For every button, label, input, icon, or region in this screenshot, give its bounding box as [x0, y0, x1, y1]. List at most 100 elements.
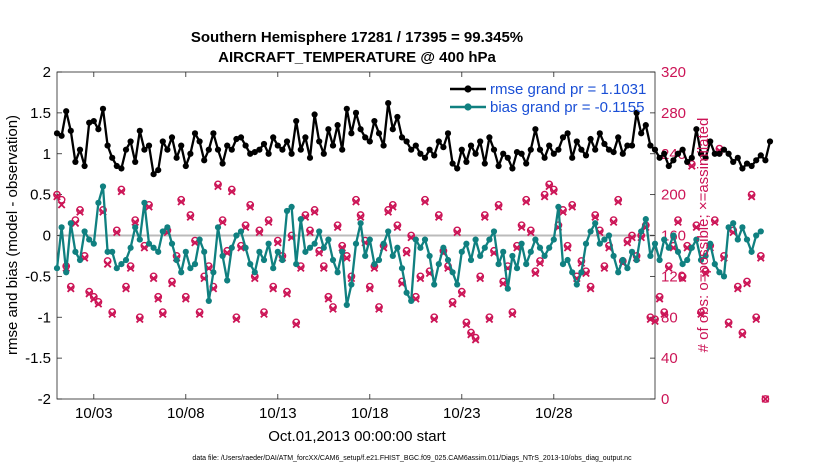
bias-point — [214, 224, 222, 231]
bias-point — [348, 281, 355, 288]
rmse-point — [109, 154, 116, 161]
rmse-point — [182, 162, 189, 170]
bias-point — [716, 269, 723, 276]
obs-assimilated-point — [678, 274, 687, 283]
bias-point — [656, 256, 663, 264]
bias-point — [592, 220, 599, 227]
obs-assimilated-point — [329, 305, 337, 313]
bias-point — [113, 265, 120, 272]
rmse-point — [412, 142, 419, 149]
obs-assimilated-point — [260, 310, 268, 319]
rmse-point — [196, 138, 203, 145]
bias-point — [523, 261, 530, 268]
rmse-point — [748, 162, 755, 170]
bias-point — [104, 248, 111, 255]
obs-possible-point — [761, 395, 770, 403]
rmse-point — [587, 135, 594, 143]
obs-assimilated-point — [269, 284, 278, 293]
obs-assimilated-point — [476, 274, 485, 283]
rmse-point — [113, 162, 120, 170]
bias-point — [145, 240, 153, 247]
bias-point — [155, 248, 162, 255]
bias-point — [463, 240, 470, 247]
rmse-point — [757, 152, 764, 159]
bias-point — [224, 277, 231, 284]
rmse-point — [702, 154, 709, 161]
bias-point — [573, 281, 580, 288]
x-tick-label: 10/03 — [75, 405, 113, 422]
bias-point — [136, 236, 143, 243]
rmse-point — [421, 154, 429, 161]
rmse-point — [730, 158, 737, 166]
rmse-point — [168, 134, 176, 141]
obs-assimilated-point — [149, 274, 158, 283]
bias-point — [458, 248, 465, 255]
obs-assimilated-point — [117, 187, 126, 196]
bias-point — [242, 244, 249, 251]
rmse-point — [734, 154, 741, 161]
bias-point — [711, 261, 718, 268]
bias-point — [375, 256, 383, 264]
bias-point — [320, 244, 327, 251]
obs-assimilated-point — [614, 197, 623, 206]
bias-point — [191, 261, 199, 268]
bias-point — [403, 289, 410, 296]
bias-point — [53, 265, 61, 272]
rmse-point — [523, 160, 530, 167]
obs-assimilated-point — [480, 213, 489, 221]
bias-point — [730, 220, 737, 227]
rmse-point — [408, 146, 415, 153]
bias-point — [408, 297, 415, 304]
rmse-point — [118, 165, 125, 172]
bias-point — [417, 244, 424, 251]
rmse-point — [509, 165, 516, 172]
bias-point — [247, 261, 254, 268]
bias-point — [109, 248, 116, 255]
rmse-point — [693, 126, 700, 133]
bias-point — [467, 256, 475, 264]
rmse-point — [297, 146, 304, 153]
obs-assimilated-point — [356, 213, 365, 221]
obs-assimilated-point — [66, 284, 75, 293]
bias-point — [601, 236, 608, 243]
bias-point — [440, 244, 447, 251]
chart-title-line1: Southern Hemisphere 17281 / 17395 = 99.3… — [191, 29, 523, 46]
bias-point — [412, 236, 419, 243]
bias-point — [118, 261, 125, 268]
obs-assimilated-point — [609, 218, 618, 227]
obs-assimilated-point — [296, 264, 305, 273]
bias-point — [283, 207, 291, 215]
obs-assimilated-point — [186, 213, 195, 221]
x-tick-label: 10/13 — [259, 405, 297, 422]
rmse-point — [214, 146, 222, 153]
bias-point — [302, 248, 309, 255]
obs-assimilated-point — [756, 254, 765, 262]
rmse-point — [605, 146, 613, 153]
bias-point — [76, 256, 84, 264]
rmse-point — [343, 105, 350, 112]
obs-assimilated-point — [549, 187, 558, 196]
bias-point — [555, 203, 562, 210]
legend: rmse grand pr = 1.1031 bias grand pr = -… — [450, 81, 646, 116]
y-right-axis-label: # of obs: o=possible; ×=assimilated — [695, 118, 712, 353]
bias-point — [150, 244, 157, 251]
bias-point — [628, 248, 636, 255]
obs-assimilated-point — [687, 162, 696, 170]
obs-assimilated-point — [540, 192, 549, 201]
obs-assimilated-point — [283, 289, 291, 298]
bias-point — [569, 269, 576, 276]
rmse-point — [633, 109, 640, 116]
bias-point — [642, 216, 649, 223]
rmse-point — [81, 162, 88, 170]
obs-assimilated-point — [168, 279, 176, 288]
bias-point — [297, 216, 304, 223]
rmse-point — [348, 130, 355, 137]
rmse-point — [642, 122, 649, 129]
bias-point — [132, 224, 139, 231]
obs-assimilated-point — [485, 315, 494, 324]
obs-assimilated-point — [448, 300, 457, 308]
bias-point — [90, 240, 97, 247]
bias-point — [674, 248, 682, 255]
rmse-point — [762, 157, 769, 164]
